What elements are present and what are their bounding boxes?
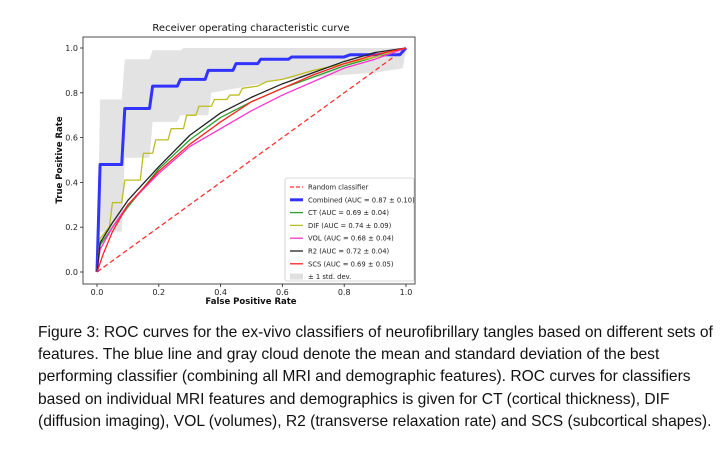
legend-entry: Combined (AUC = 0.87 ± 0.10) — [308, 196, 415, 204]
series-line-vol — [96, 47, 407, 273]
x-tick-label: 0.8 — [338, 288, 351, 297]
legend-entry: CT (AUC = 0.69 ± 0.04) — [308, 209, 389, 217]
legend-entry: VOL (AUC = 0.68 ± 0.04) — [308, 235, 394, 243]
series-line-r2 — [96, 47, 407, 273]
series-line-scs — [96, 47, 407, 273]
legend-swatch-band — [290, 273, 303, 280]
legend: Random classifier Combined (AUC = 0.87 ± … — [284, 177, 415, 282]
x-tick-label: 0.0 — [91, 288, 104, 297]
y-tick-label: 0.2 — [65, 223, 78, 232]
x-tick-label: 0.4 — [214, 288, 227, 297]
legend-entry: SCS (AUC = 0.69 ± 0.05) — [308, 260, 394, 268]
y-axis-label: True Positive Rate — [55, 116, 65, 203]
x-tick-label: 0.2 — [152, 288, 165, 297]
legend-entry: R2 (AUC = 0.72 ± 0.04) — [308, 248, 390, 256]
std-dev-band — [97, 48, 406, 272]
axis-ticks: 0.0 0.2 0.4 0.6 0.8 1.0 0.0 0.2 0.4 0.6 0.8 1.0 — [65, 44, 412, 297]
plot-area — [95, 46, 408, 273]
legend-entry: DIF (AUC = 0.74 ± 0.09) — [308, 222, 392, 230]
plot-frame — [82, 36, 416, 285]
legend-entry: ± 1 std. dev. — [308, 273, 351, 281]
y-tick-label: 0.6 — [65, 134, 78, 143]
series-line-dif — [96, 47, 407, 273]
series-line-combined — [95, 46, 408, 273]
chart-title: Receiver operating characteristic curve — [152, 23, 349, 34]
y-tick-label: 1.0 — [65, 44, 78, 53]
x-tick-label: 0.6 — [276, 288, 289, 297]
legend-box — [284, 177, 415, 282]
y-tick-label: 0.8 — [65, 89, 78, 98]
y-tick-label: 0.0 — [65, 268, 78, 277]
roc-chart: Receiver operating characteristic curve … — [55, 23, 416, 307]
y-tick-label: 0.4 — [65, 178, 78, 187]
figure-caption: Figure 3: ROC curves for the ex-vivo cla… — [38, 324, 713, 430]
legend-entry: Random classifier — [308, 184, 369, 192]
x-axis-label: False Positive Rate — [205, 297, 296, 307]
x-tick-label: 1.0 — [400, 288, 413, 297]
